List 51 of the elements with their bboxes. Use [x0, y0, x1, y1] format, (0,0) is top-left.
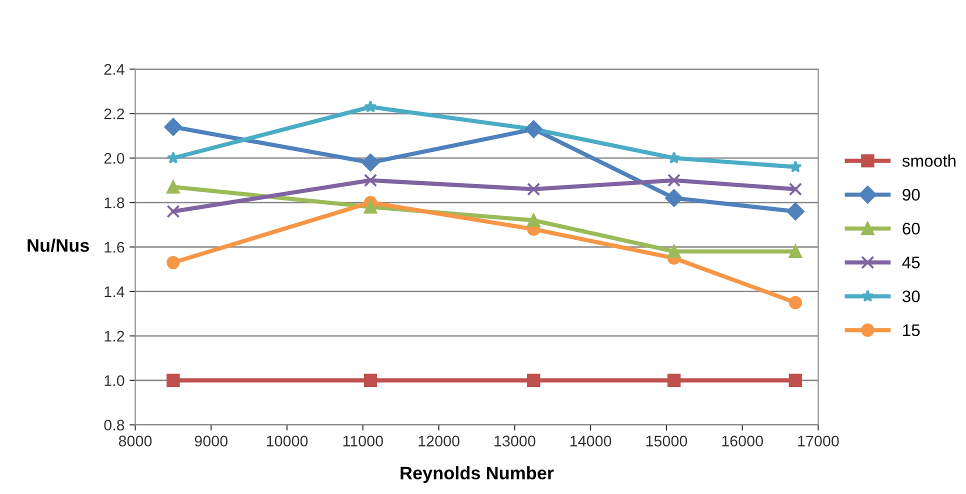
- point: [788, 296, 802, 310]
- point: [364, 374, 378, 387]
- x-tick-label: 16000: [722, 436, 763, 446]
- point: [364, 174, 378, 187]
- point: [527, 374, 540, 387]
- point: [362, 154, 380, 172]
- x-axis-title: Reynolds Number: [400, 466, 554, 483]
- y-tick-label: 0.8: [104, 420, 124, 431]
- y-tick-label: 1.4: [104, 286, 124, 297]
- x-tick-label: 12000: [418, 436, 460, 446]
- point: [788, 374, 802, 387]
- x-tick-label: 15000: [646, 436, 688, 446]
- point: [166, 256, 180, 270]
- x-tick-label: 11000: [343, 436, 383, 446]
- legend-label: smooth: [902, 154, 956, 167]
- y-tick-label: 1.0: [104, 375, 124, 386]
- point: [364, 200, 378, 214]
- y-tick-label: 1.6: [104, 242, 124, 253]
- y-tick-label: 1.8: [104, 197, 124, 208]
- point: [527, 214, 540, 227]
- y-axis-title: Nu/Nus: [28, 238, 89, 252]
- legend-label: 60: [902, 222, 920, 235]
- y-tick-label: 1.2: [104, 330, 124, 342]
- x-tick-label: 13000: [494, 436, 536, 446]
- point: [788, 182, 802, 196]
- point: [667, 174, 681, 187]
- point: [667, 244, 681, 258]
- point: [166, 180, 180, 194]
- y-tick-label: 2.2: [104, 108, 124, 120]
- point: [789, 160, 802, 173]
- legend-label: 30: [902, 290, 920, 302]
- point: [665, 189, 683, 207]
- point: [166, 204, 180, 218]
- point: [364, 100, 377, 112]
- point: [164, 118, 182, 136]
- y-tick-label: 2.4: [104, 64, 124, 75]
- x-tick-label: 8000: [118, 436, 152, 446]
- x-tick-label: 9000: [194, 436, 228, 446]
- x-tick-label: 14000: [570, 436, 612, 446]
- legend-label: 45: [902, 256, 920, 268]
- point: [527, 182, 540, 196]
- x-tick-label: 10000: [266, 436, 308, 446]
- x-tick-label: 17000: [798, 436, 839, 446]
- legend-label: 15: [903, 324, 920, 336]
- point: [788, 244, 802, 258]
- point: [166, 374, 180, 387]
- point: [786, 202, 804, 220]
- point: [667, 374, 681, 387]
- legend-label: 90: [902, 188, 920, 201]
- point: [524, 120, 543, 138]
- y-tick-label: 2.0: [104, 152, 124, 164]
